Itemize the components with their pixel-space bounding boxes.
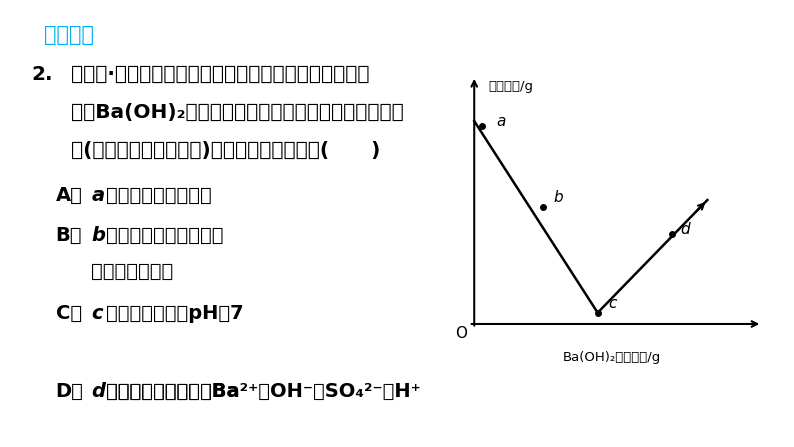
Text: 点溶液中滴加紫色石蕊: 点溶液中滴加紫色石蕊: [106, 226, 223, 245]
Text: Ba(OH)₂溶液质量/g: Ba(OH)₂溶液质量/g: [562, 351, 661, 364]
Text: a: a: [496, 114, 506, 129]
Text: 点溶液中含有较多的Ba: 点溶液中含有较多的Ba: [106, 382, 239, 401]
Text: b: b: [91, 226, 106, 245]
Text: a: a: [91, 186, 105, 205]
Text: 2.: 2.: [32, 65, 53, 84]
Text: b: b: [553, 190, 564, 205]
Text: 溶质质量/g: 溶质质量/g: [488, 80, 533, 93]
Text: 示(忽略溶液温度的变化)。下列分析正确的是(      ): 示(忽略溶液温度的变化)。下列分析正确的是( ): [71, 141, 381, 160]
Text: 加入Ba(OH)₂溶液，烧杯内溶液中溶质质量变化如图所: 加入Ba(OH)₂溶液，烧杯内溶液中溶质质量变化如图所: [71, 103, 404, 122]
Text: D．: D．: [56, 382, 83, 401]
Text: 点溶液中有两种溶质: 点溶液中有两种溶质: [106, 186, 211, 205]
Text: 点溶液中含有较多的Ba²⁺、OH⁻、SO₄²⁻、H⁺: 点溶液中含有较多的Ba²⁺、OH⁻、SO₄²⁻、H⁺: [106, 382, 420, 401]
Text: B．: B．: [56, 226, 82, 245]
Text: d: d: [91, 382, 106, 401]
Text: 【中考·陕西】室温时，随着向盛有稀硫酸的烧杯中逐滴: 【中考·陕西】室温时，随着向盛有稀硫酸的烧杯中逐滴: [71, 65, 370, 84]
Text: 滚动专题: 滚动专题: [44, 25, 94, 45]
Text: O: O: [455, 325, 467, 341]
Text: d: d: [680, 222, 689, 237]
Text: A．: A．: [56, 186, 83, 205]
Text: c: c: [609, 296, 617, 311]
Text: C．: C．: [56, 304, 82, 323]
Text: c: c: [91, 304, 102, 323]
Text: 溶液，溶液变蓝: 溶液，溶液变蓝: [91, 261, 174, 281]
Text: 点烧杯内液体的pH＝7: 点烧杯内液体的pH＝7: [106, 304, 243, 323]
